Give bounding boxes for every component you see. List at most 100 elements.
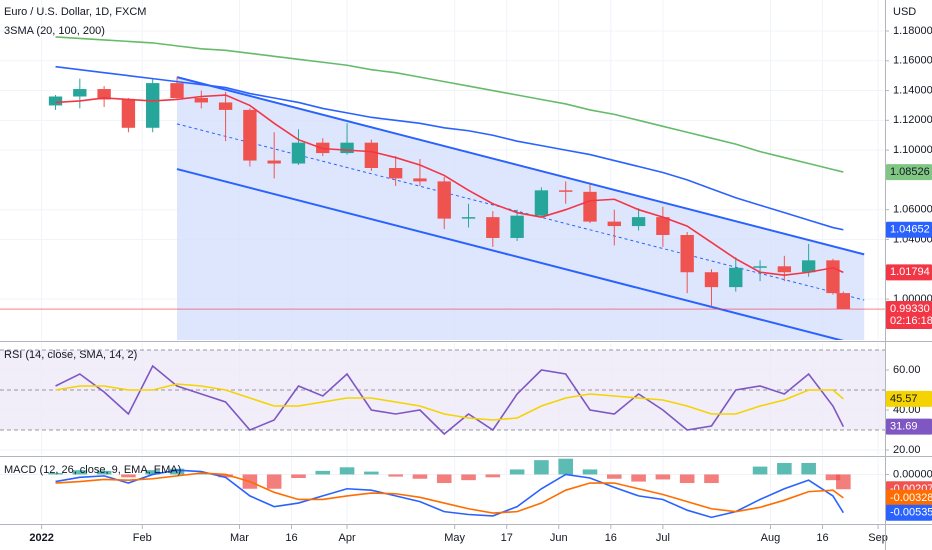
series-line: [55, 65, 844, 231]
histogram-bar: [801, 463, 816, 475]
candle-body: [73, 89, 87, 97]
histogram-bar: [509, 469, 525, 475]
x-tick-label: Mar: [230, 532, 249, 544]
price-badge-label: 31.69: [890, 421, 918, 433]
countdown-label: 02:16:18: [890, 315, 932, 327]
histogram-bar: [291, 474, 306, 479]
y-tick-label: 1.06000: [893, 204, 932, 216]
candle-body: [486, 217, 500, 238]
candle-body: [243, 109, 257, 161]
x-tick-label: Feb: [133, 532, 152, 544]
histogram-bar: [655, 474, 671, 480]
series-line: [55, 36, 844, 173]
price-badge: [886, 489, 932, 506]
histogram-bar: [436, 474, 452, 484]
candle-body: [510, 215, 524, 238]
y-tick-label: 1.12000: [893, 114, 932, 126]
channel-midline: [176, 123, 865, 301]
histogram-bar: [607, 474, 622, 479]
candle-body: [461, 217, 476, 219]
histogram-bar: [534, 460, 549, 475]
y-tick-label: 60.00: [893, 364, 921, 376]
candle-body: [753, 266, 767, 268]
candle-body: [121, 99, 136, 128]
histogram-bar: [339, 467, 355, 475]
x-tick-label: 16: [816, 532, 828, 544]
histogram-bar: [364, 471, 379, 475]
x-tick-label: 17: [501, 532, 513, 544]
candle-body: [729, 267, 743, 288]
overlay: 1.18000 1.16000 1.14000 1.12000 1.10000 1.060…: [29, 25, 932, 544]
axis-unit: USD: [893, 6, 916, 18]
histogram-bar: [558, 458, 573, 475]
candle-body: [437, 181, 451, 219]
price-pane: [0, 0, 885, 340]
candle-body: [194, 97, 208, 103]
y-tick-label: 1.14000: [893, 84, 932, 96]
histogram-bar: [412, 474, 428, 479]
y-tick-label: 1.18000: [893, 25, 932, 37]
price-badge: [886, 418, 932, 435]
candle-body: [559, 190, 573, 192]
candle-body: [631, 217, 646, 227]
histogram-bar: [582, 469, 598, 475]
candle-body: [413, 178, 427, 182]
y-tick-label: 20.00: [893, 444, 921, 456]
x-tick-label: May: [444, 532, 465, 544]
price-badge: [886, 504, 932, 521]
x-tick-label: Apr: [338, 532, 355, 544]
price-badge: [886, 264, 932, 281]
price-badge-label: 1.04652: [890, 224, 930, 236]
histogram-bar: [266, 474, 282, 489]
price-badge-label: -0.00328: [890, 492, 932, 504]
indicator-legend: MACD (12, 26, close, 9, EMA, EMA): [4, 464, 181, 476]
histogram-bar: [315, 470, 331, 475]
candle-body: [291, 142, 306, 164]
series-line: [55, 364, 845, 436]
series-line: [55, 383, 844, 421]
channel-line: [176, 76, 865, 256]
price-badge-label: 1.01794: [890, 266, 930, 278]
indicator-legend: RSI (14, close, SMA, 14, 2): [4, 349, 137, 361]
histogram-bar: [825, 474, 841, 481]
price-badge-label: 0.99330: [890, 303, 930, 315]
candle-body: [680, 235, 694, 273]
candle-body: [836, 293, 851, 310]
histogram-bar: [752, 466, 768, 475]
x-tick-label: 16: [285, 532, 297, 544]
candle-body: [801, 260, 816, 273]
channel-line: [176, 168, 844, 340]
histogram-bar: [777, 463, 792, 475]
histogram-bar: [72, 470, 88, 475]
histogram-bar: [679, 474, 695, 484]
candle-body: [534, 190, 549, 216]
candle-body: [218, 102, 233, 110]
histogram-bar: [388, 474, 403, 477]
macd-pane: [0, 458, 885, 522]
x-tick-label: Sep: [868, 532, 888, 544]
candle-body: [826, 260, 840, 294]
series-line: [55, 472, 844, 514]
candle-body: [48, 96, 63, 106]
y-tick-label: 40.00: [893, 404, 921, 416]
histogram-bar: [48, 473, 63, 475]
price-badge-label: -0.00535: [890, 507, 932, 519]
x-tick-label: 2022: [29, 532, 53, 544]
chart-title: Euro / U.S. Dollar, 1D, FXCM: [4, 6, 146, 18]
histogram-bar: [485, 474, 501, 478]
rsi-pane: [0, 343, 885, 455]
histogram-bar: [836, 474, 851, 490]
x-tick-label: Jul: [656, 532, 670, 544]
price-badge: [886, 301, 932, 330]
series-line: [55, 469, 845, 519]
candle-body: [97, 89, 111, 100]
histogram-bar: [96, 470, 112, 475]
histogram-bar: [704, 474, 719, 484]
candle-body: [777, 266, 792, 273]
indicator-legend: 3SMA (20, 100, 200): [4, 25, 105, 37]
histogram-bar: [631, 474, 646, 482]
candle-body: [583, 191, 597, 222]
price-badge-label: 1.08526: [890, 166, 930, 178]
